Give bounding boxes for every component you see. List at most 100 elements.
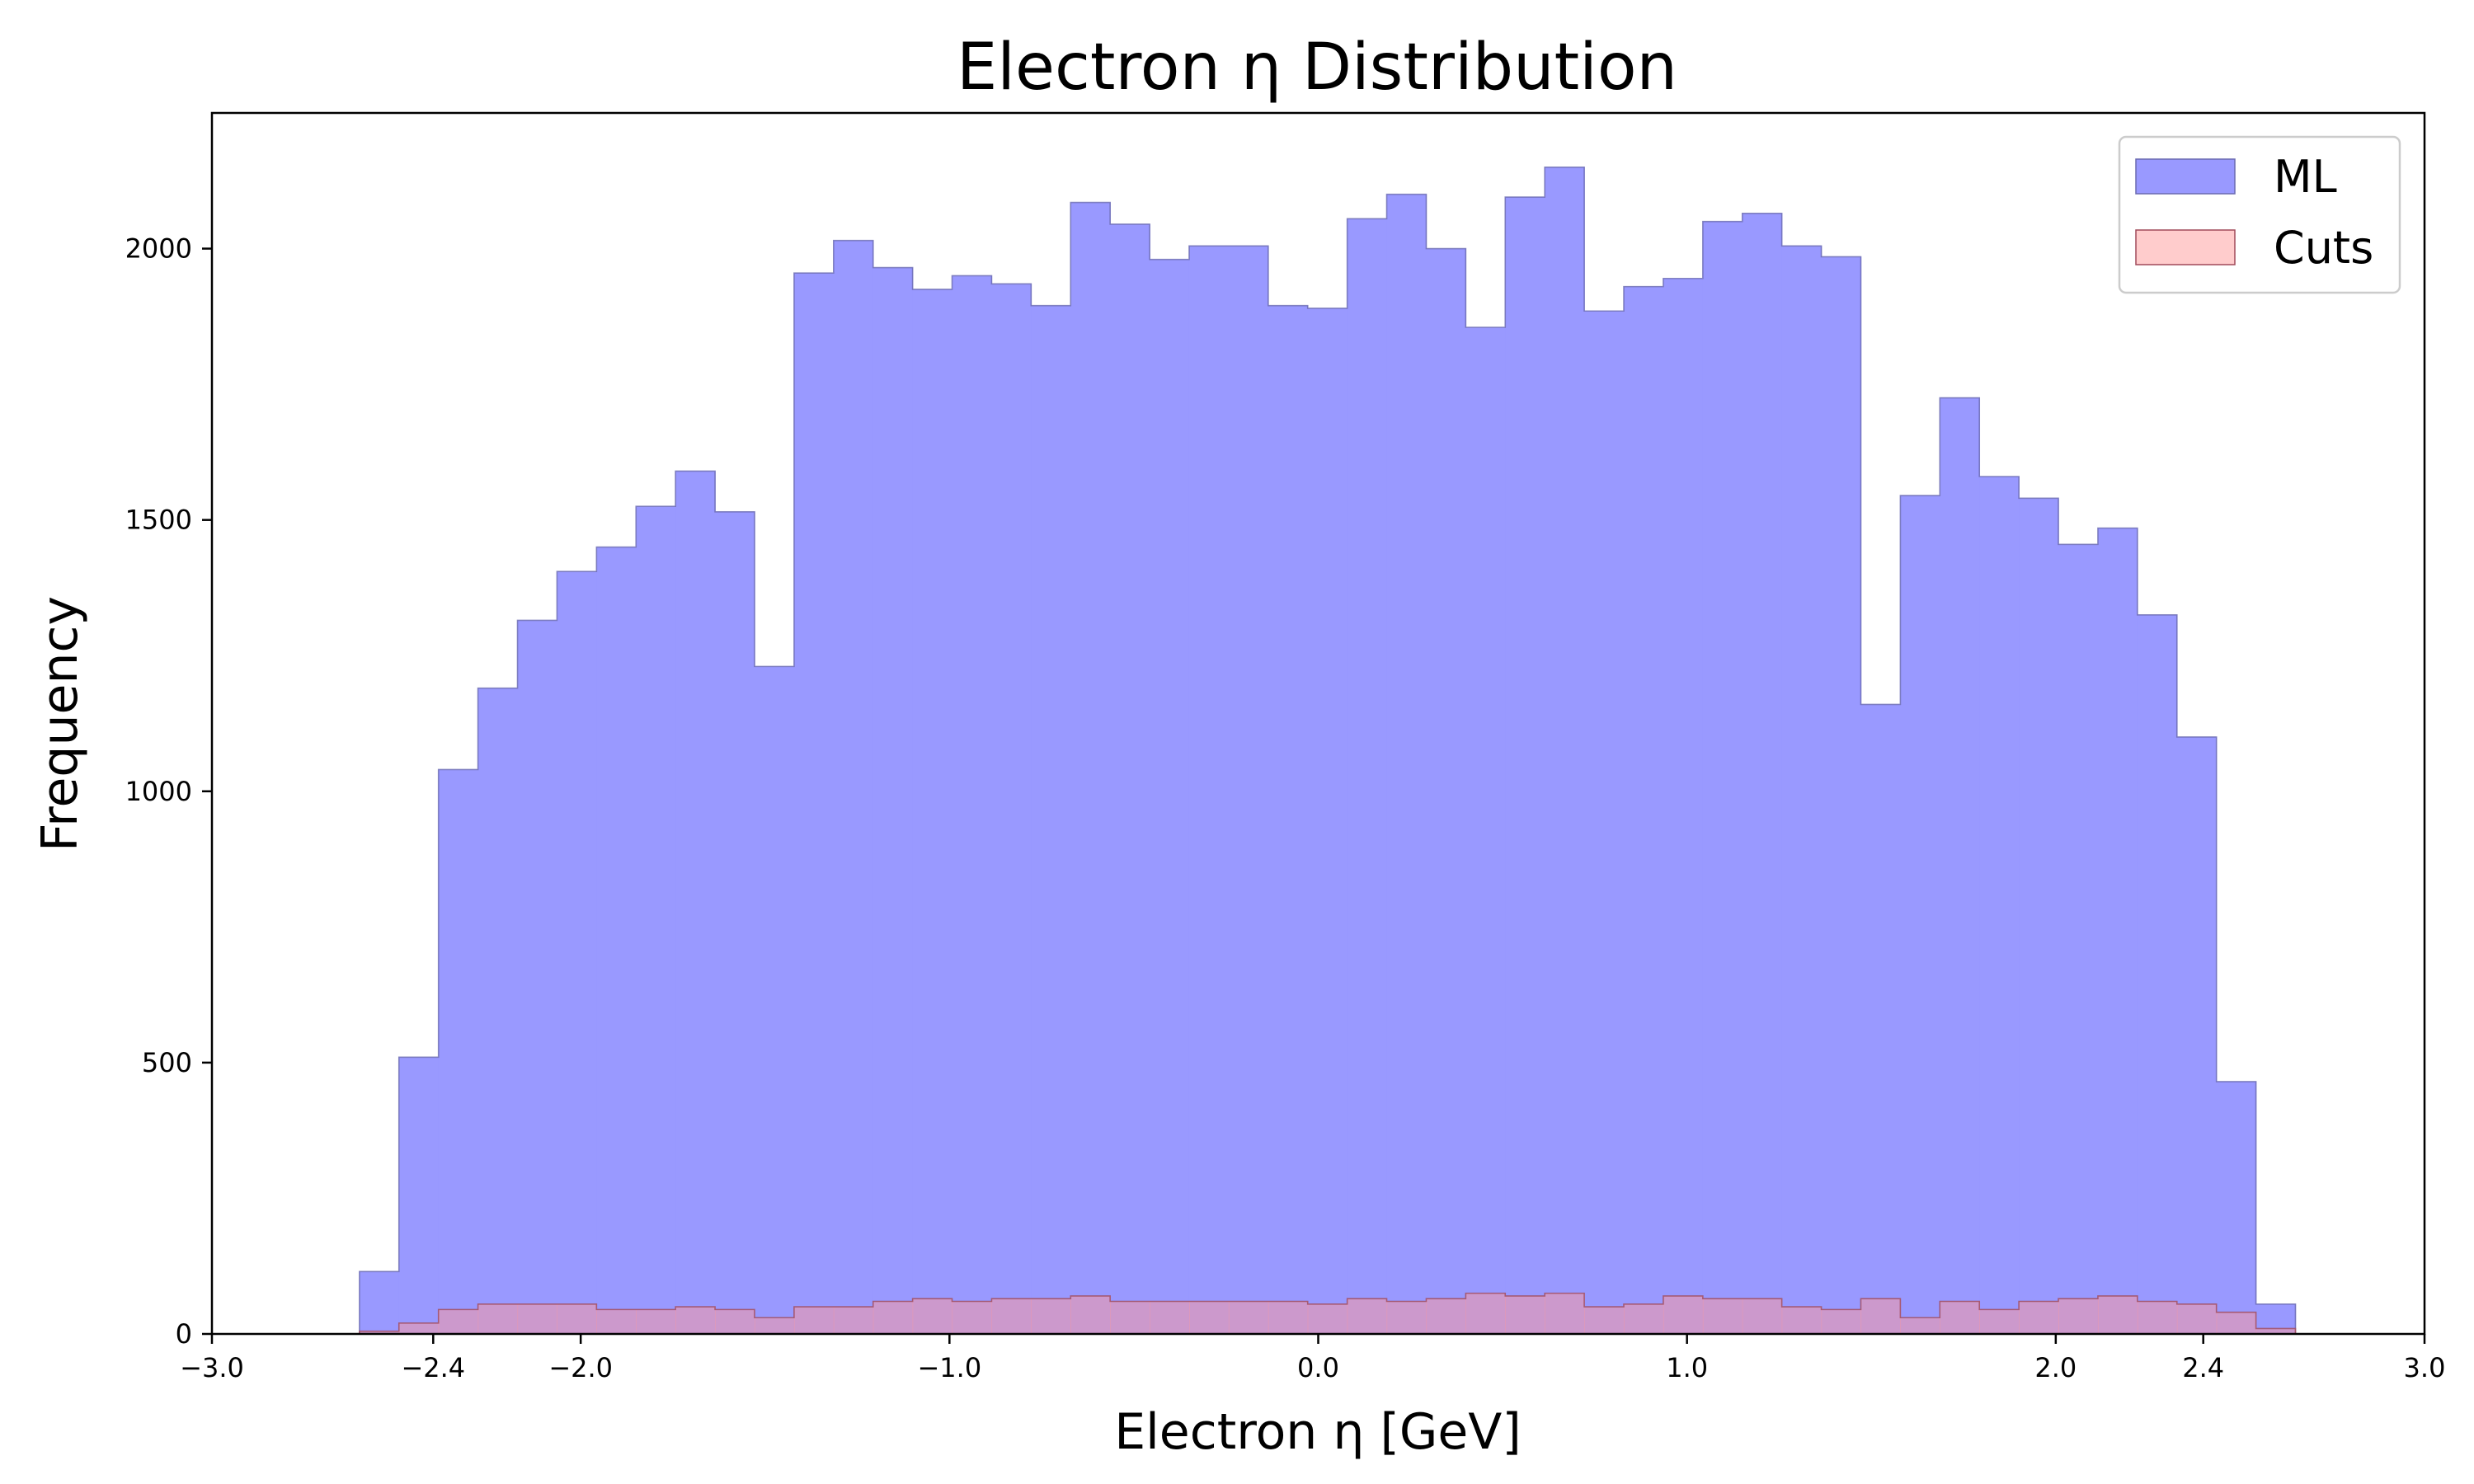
bar-cuts: [1150, 1301, 1190, 1334]
bar-ml: [1702, 221, 1743, 1335]
bar-ml: [715, 511, 755, 1334]
bar-ml: [557, 571, 597, 1334]
bar-cuts: [2058, 1298, 2099, 1334]
bar-cuts: [1821, 1309, 1862, 1334]
bar-ml: [517, 620, 558, 1334]
bar-ml: [2216, 1081, 2257, 1334]
bar-cuts: [1624, 1303, 1664, 1334]
x-tick-label: 0.0: [1297, 1352, 1339, 1383]
bar-cuts: [1188, 1301, 1230, 1334]
bar-ml: [2097, 528, 2138, 1334]
y-tick-label: 1000: [125, 776, 192, 807]
bar-cuts: [1979, 1309, 2020, 1334]
bar-cuts: [1505, 1295, 1545, 1334]
bar-cuts: [1860, 1298, 1901, 1334]
bar-ml: [1545, 167, 1585, 1334]
bar-cuts: [754, 1317, 795, 1334]
bar-ml: [1860, 704, 1901, 1334]
y-tick-label: 500: [142, 1047, 192, 1078]
outline-cuts: [359, 1292, 2297, 1334]
bar-ml: [596, 547, 637, 1334]
bar-ml: [438, 769, 479, 1334]
bar-ml: [2176, 736, 2218, 1334]
bar-cuts: [517, 1303, 558, 1334]
x-tick-label: 1.0: [1666, 1352, 1708, 1383]
x-axis: −3.0 −2.4 −2.0 −1.0 0.0 1.0 2.0 2.4 3.0: [180, 1334, 2445, 1383]
legend-swatch-cuts: [2135, 229, 2236, 265]
bar-ml: [477, 688, 519, 1334]
bar-cuts: [1228, 1301, 1269, 1334]
y-axis-label: Frequency: [31, 596, 89, 852]
bar-cuts: [872, 1301, 914, 1334]
bar-ml: [1781, 246, 1823, 1335]
bar-ml: [833, 240, 874, 1334]
bar-ml: [1900, 495, 1940, 1334]
bar-ml: [398, 1057, 440, 1334]
bar-cuts: [1900, 1317, 1940, 1334]
y-tick-label: 1500: [125, 505, 192, 536]
bar-ml: [1624, 286, 1664, 1334]
bar-cuts: [833, 1307, 874, 1334]
legend-label-cuts: Cuts: [2274, 222, 2373, 274]
x-tick-label: −2.4: [401, 1352, 465, 1383]
bar-cuts: [1347, 1298, 1388, 1334]
bar-cuts: [1781, 1307, 1823, 1334]
bar-ml: [2137, 614, 2178, 1334]
bar-cuts: [1663, 1295, 1704, 1334]
legend-swatch-ml: [2135, 158, 2236, 195]
bar-cuts: [636, 1309, 676, 1334]
bar-ml: [1505, 197, 1545, 1335]
bar-ml: [912, 289, 953, 1334]
bar-ml: [1386, 194, 1427, 1334]
x-tick-label: 2.0: [2034, 1352, 2077, 1383]
bar-ml: [1110, 223, 1150, 1334]
chart-title: Electron η Distribution: [957, 31, 1677, 105]
bar-cuts: [2137, 1301, 2178, 1334]
bar-ml: [359, 1271, 400, 1334]
bar-cuts: [991, 1298, 1032, 1334]
bar-cuts: [675, 1307, 716, 1334]
bar-cuts: [359, 1331, 400, 1334]
bar-cuts: [2255, 1328, 2297, 1334]
bar-cuts: [1386, 1301, 1427, 1334]
bar-ml: [1465, 326, 1506, 1334]
bar-cuts: [793, 1307, 835, 1334]
bar-cuts: [952, 1301, 993, 1334]
bar-ml: [636, 506, 676, 1334]
bar-cuts: [2097, 1295, 2138, 1334]
bar-ml: [1347, 218, 1388, 1335]
x-tick-label: −1.0: [917, 1352, 981, 1383]
bar-cuts: [557, 1303, 597, 1334]
x-tick-label: −3.0: [180, 1352, 244, 1383]
y-tick-label: 2000: [125, 233, 192, 265]
bar-ml: [1426, 248, 1466, 1334]
bar-ml: [2019, 498, 2059, 1334]
bar-ml: [1821, 256, 1862, 1334]
bar-ml: [872, 267, 914, 1335]
bar-ml: [952, 275, 993, 1334]
bar-ml: [1070, 202, 1111, 1334]
bar-ml: [754, 666, 795, 1334]
bar-ml: [1979, 477, 2020, 1334]
bar-ml: [1940, 397, 1980, 1335]
series-ml: [359, 167, 2297, 1335]
bar-ml: [2058, 544, 2099, 1334]
y-axis: 0 500 1000 1500 2000: [125, 233, 212, 1350]
bar-cuts: [1584, 1307, 1625, 1334]
bar-cuts: [2176, 1303, 2218, 1334]
bar-ml: [1150, 259, 1190, 1335]
bar-cuts: [1426, 1298, 1466, 1334]
bar-cuts: [1070, 1295, 1111, 1334]
bar-cuts: [1940, 1301, 1980, 1334]
bar-cuts: [1545, 1293, 1585, 1334]
bar-cuts: [1742, 1298, 1783, 1334]
bar-ml: [793, 273, 835, 1335]
x-tick-label: −2.0: [548, 1352, 613, 1383]
bar-cuts: [1702, 1298, 1743, 1334]
bar-cuts: [477, 1303, 519, 1334]
bar-ml: [1188, 246, 1230, 1335]
bar-cuts: [438, 1309, 479, 1334]
bar-ml: [1268, 305, 1309, 1334]
x-tick-label: 3.0: [2404, 1352, 2446, 1383]
